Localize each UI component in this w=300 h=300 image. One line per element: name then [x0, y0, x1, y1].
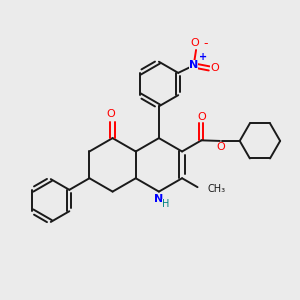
Text: N: N — [189, 60, 198, 70]
Text: -: - — [203, 37, 208, 50]
Text: O: O — [197, 112, 206, 122]
Text: +: + — [199, 52, 207, 62]
Text: O: O — [190, 38, 199, 48]
Text: N: N — [154, 194, 164, 204]
Text: H: H — [162, 199, 169, 209]
Text: O: O — [107, 109, 116, 119]
Text: O: O — [216, 142, 225, 152]
Text: CH₃: CH₃ — [208, 184, 226, 194]
Text: O: O — [210, 63, 219, 74]
